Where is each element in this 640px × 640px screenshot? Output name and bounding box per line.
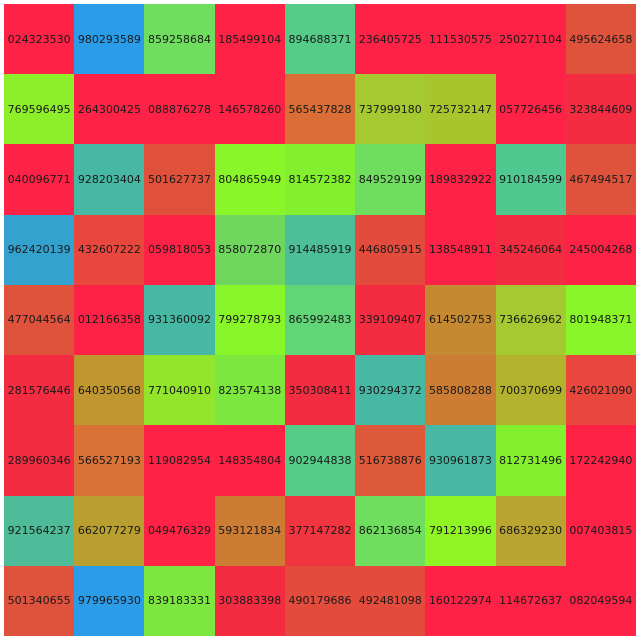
grid-cell-r6-c2[interactable]: 640350568 bbox=[74, 355, 145, 426]
grid-cell-r9-c7[interactable]: 160122974 bbox=[425, 565, 496, 636]
grid-cell-r8-c6[interactable]: 862136854 bbox=[355, 495, 426, 566]
grid-cell-r4-c5[interactable]: 914485919 bbox=[284, 214, 356, 285]
grid-cell-r1-c4[interactable]: 185499104 bbox=[214, 4, 285, 75]
grid-cell-r1-c5[interactable]: 894688371 bbox=[284, 4, 356, 75]
grid-cell-r5-c9[interactable]: 801948371 bbox=[565, 284, 636, 356]
grid-cell-r2-c9[interactable]: 323844609 bbox=[565, 74, 636, 145]
grid-cell-r7-c6[interactable]: 516738876 bbox=[355, 425, 426, 496]
grid-cell-r8-c2[interactable]: 662077279 bbox=[74, 495, 145, 566]
grid-cell-r4-c7[interactable]: 138548911 bbox=[425, 214, 496, 285]
grid-cell-r8-c7[interactable]: 791213996 bbox=[425, 495, 496, 566]
grid-cell-r5-c3[interactable]: 931360092 bbox=[144, 284, 215, 356]
grid-cell-r3-c3[interactable]: 501627737 bbox=[144, 144, 215, 215]
grid-cell-r4-c9[interactable]: 245004268 bbox=[565, 214, 636, 285]
grid-cell-r6-c8[interactable]: 700370699 bbox=[495, 355, 566, 426]
grid-cell-r2-c4[interactable]: 146578260 bbox=[214, 74, 285, 145]
grid-cell-r2-c3[interactable]: 088876278 bbox=[144, 74, 215, 145]
grid-cell-r8-c3[interactable]: 049476329 bbox=[144, 495, 215, 566]
grid-cell-r3-c8[interactable]: 910184599 bbox=[495, 144, 566, 215]
grid-cell-r5-c5[interactable]: 865992483 bbox=[284, 284, 356, 356]
grid-cell-r3-c2[interactable]: 928203404 bbox=[74, 144, 145, 215]
grid-cell-r9-c1[interactable]: 501340655 bbox=[4, 565, 75, 636]
grid-cell-r1-c7[interactable]: 111530575 bbox=[425, 4, 496, 75]
grid-cell-r8-c4[interactable]: 593121834 bbox=[214, 495, 285, 566]
grid-cell-r3-c7[interactable]: 189832922 bbox=[425, 144, 496, 215]
grid-cell-r1-c6[interactable]: 236405725 bbox=[355, 4, 426, 75]
grid-cell-r7-c1[interactable]: 289960346 bbox=[4, 425, 75, 496]
grid-cell-r3-c9[interactable]: 467494517 bbox=[565, 144, 636, 215]
grid-cell-r9-c3[interactable]: 839183331 bbox=[144, 565, 215, 636]
grid-cell-r2-c8[interactable]: 057726456 bbox=[495, 74, 566, 145]
grid-cell-r7-c7[interactable]: 930961873 bbox=[425, 425, 496, 496]
grid-cell-r2-c1[interactable]: 769596495 bbox=[4, 74, 75, 145]
grid-cell-r8-c1[interactable]: 921564237 bbox=[4, 495, 75, 566]
grid-cell-r5-c4[interactable]: 799278793 bbox=[214, 284, 285, 356]
grid-cell-r8-c9[interactable]: 007403815 bbox=[565, 495, 636, 566]
grid-cell-r9-c2[interactable]: 979965930 bbox=[74, 565, 145, 636]
grid-cell-r5-c6[interactable]: 339109407 bbox=[355, 284, 426, 356]
grid-cell-r5-c7[interactable]: 614502753 bbox=[425, 284, 496, 356]
grid-cell-r5-c1[interactable]: 477044564 bbox=[4, 284, 75, 356]
grid-cell-r9-c8[interactable]: 114672637 bbox=[495, 565, 566, 636]
grid-cell-r9-c9[interactable]: 082049594 bbox=[565, 565, 636, 636]
grid-cell-r7-c3[interactable]: 119082954 bbox=[144, 425, 215, 496]
grid-cell-r6-c4[interactable]: 823574138 bbox=[214, 355, 285, 426]
grid-cell-r9-c4[interactable]: 303883398 bbox=[214, 565, 285, 636]
grid-cell-r7-c2[interactable]: 566527193 bbox=[74, 425, 145, 496]
grid-cell-r6-c3[interactable]: 771040910 bbox=[144, 355, 215, 426]
grid-cell-r5-c8[interactable]: 736626962 bbox=[495, 284, 566, 356]
grid-cell-r4-c3[interactable]: 059818053 bbox=[144, 214, 215, 285]
grid-cell-r4-c8[interactable]: 345246064 bbox=[495, 214, 566, 285]
grid-cell-r7-c4[interactable]: 148354804 bbox=[214, 425, 285, 496]
grid-cell-r4-c6[interactable]: 446805915 bbox=[355, 214, 426, 285]
grid-cell-r2-c6[interactable]: 737999180 bbox=[355, 74, 426, 145]
grid-cell-r6-c6[interactable]: 930294372 bbox=[355, 355, 426, 426]
grid-cell-r3-c1[interactable]: 040096771 bbox=[4, 144, 75, 215]
grid-cell-r6-c9[interactable]: 426021090 bbox=[565, 355, 636, 426]
grid-cell-r3-c4[interactable]: 804865949 bbox=[214, 144, 285, 215]
grid-cell-r1-c3[interactable]: 859258684 bbox=[144, 4, 215, 75]
grid-cell-r5-c2[interactable]: 012166358 bbox=[74, 284, 145, 356]
grid-cell-r4-c4[interactable]: 858072870 bbox=[214, 214, 285, 285]
grid-cell-r6-c5[interactable]: 350308411 bbox=[284, 355, 356, 426]
grid-cell-r2-c7[interactable]: 725732147 bbox=[425, 74, 496, 145]
grid-cell-r8-c8[interactable]: 686329230 bbox=[495, 495, 566, 566]
grid-cell-r7-c5[interactable]: 902944838 bbox=[284, 425, 356, 496]
grid-cell-r7-c8[interactable]: 812731496 bbox=[495, 425, 566, 496]
grid-cell-r2-c2[interactable]: 264300425 bbox=[74, 74, 145, 145]
grid-cell-r1-c2[interactable]: 980293589 bbox=[74, 4, 145, 75]
color-grid-board: 024323530 980293589 859258684 185499104 8946… bbox=[4, 4, 636, 636]
grid-cell-r1-c9[interactable]: 495624658 bbox=[565, 4, 636, 75]
grid-cell-r4-c2[interactable]: 432607222 bbox=[74, 214, 145, 285]
grid-cell-r8-c5[interactable]: 377147282 bbox=[284, 495, 356, 566]
grid-cell-r1-c8[interactable]: 250271104 bbox=[495, 4, 566, 75]
grid-cell-r3-c6[interactable]: 849529199 bbox=[355, 144, 426, 215]
grid-cell-r3-c5[interactable]: 814572382 bbox=[284, 144, 356, 215]
grid-cell-r9-c5[interactable]: 490179686 bbox=[284, 565, 356, 636]
grid-cell-r9-c6[interactable]: 492481098 bbox=[355, 565, 426, 636]
grid-cell-r2-c5[interactable]: 565437828 bbox=[284, 74, 356, 145]
grid-cell-r7-c9[interactable]: 172242940 bbox=[565, 425, 636, 496]
grid-cell-r1-c1[interactable]: 024323530 bbox=[4, 4, 75, 75]
grid-cell-r6-c7[interactable]: 585808288 bbox=[425, 355, 496, 426]
grid-cell-r6-c1[interactable]: 281576446 bbox=[4, 355, 75, 426]
grid-cell-r4-c1[interactable]: 962420139 bbox=[4, 214, 75, 285]
